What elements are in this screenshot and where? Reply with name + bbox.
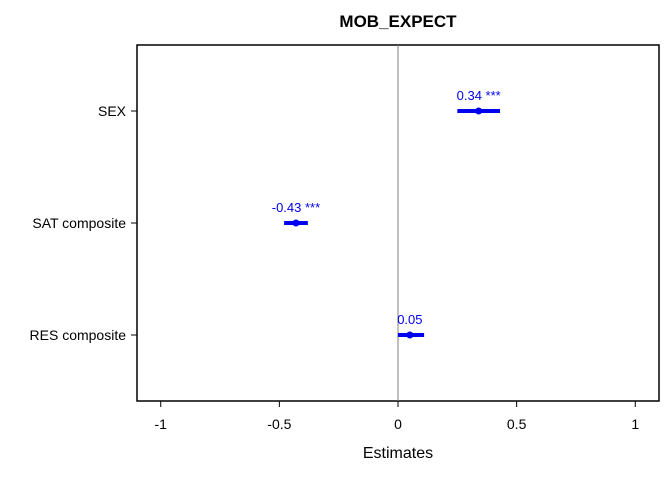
estimate-point <box>292 219 300 227</box>
x-tick-label: -0.5 <box>267 416 291 432</box>
y-axis: SEX SAT composite RES composite <box>30 103 137 343</box>
y-category-label: RES composite <box>30 327 127 343</box>
x-axis: -1 -0.5 0 0.5 1 <box>155 401 639 432</box>
chart-title: MOB_EXPECT <box>339 12 457 31</box>
y-category-label: SEX <box>98 103 127 119</box>
x-tick-label: 0.5 <box>507 416 527 432</box>
estimate-point <box>475 107 483 115</box>
data-marks: 0.34 *** -0.43 *** 0.05 <box>272 88 501 339</box>
x-tick-label: 1 <box>631 416 639 432</box>
x-tick-label: -1 <box>155 416 168 432</box>
x-axis-label: Estimates <box>363 445 433 462</box>
y-category-label: SAT composite <box>32 215 126 231</box>
estimate-label: -0.43 *** <box>272 200 320 215</box>
estimate-label: 0.34 *** <box>457 88 501 103</box>
estimate-label: 0.05 <box>397 312 422 327</box>
estimate-point <box>406 331 414 339</box>
x-tick-label: 0 <box>394 416 402 432</box>
